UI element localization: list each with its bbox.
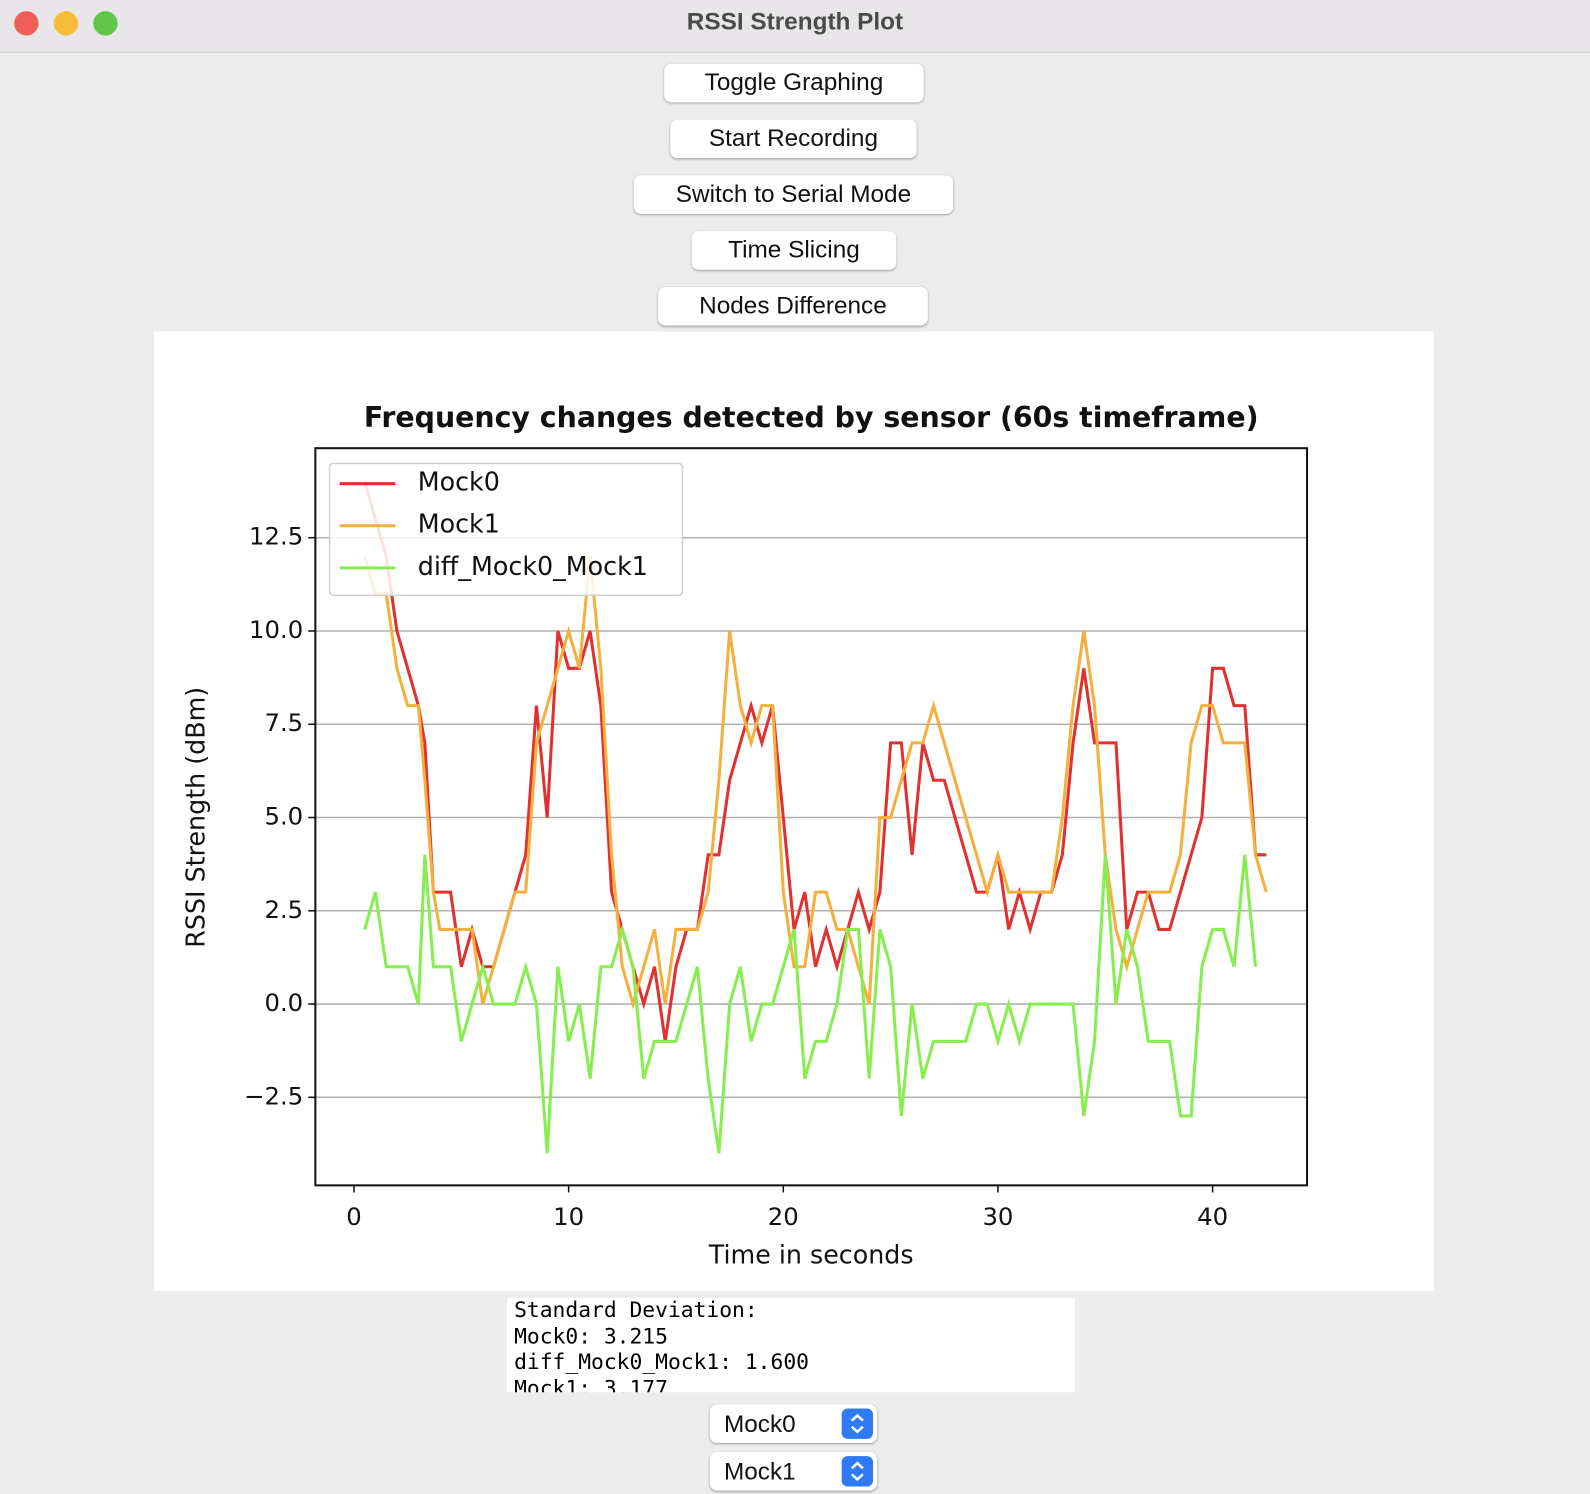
node-select[interactable]: Mock0 xyxy=(709,1404,878,1443)
time-slicing-button[interactable]: Time Slicing xyxy=(691,231,897,270)
x-tick-label: 10 xyxy=(553,1202,584,1231)
series-line xyxy=(363,555,1268,1010)
y-axis-label: RSSI Strength (dBm) xyxy=(181,687,211,948)
select-chevron xyxy=(841,1408,874,1439)
x-axis-label: Time in seconds xyxy=(708,1239,914,1269)
start-recording-button[interactable]: Start Recording xyxy=(670,119,917,159)
legend-box xyxy=(328,462,684,596)
stats-box: Standard Deviation: Mock0: 3.215 diff_Mo… xyxy=(507,1297,1075,1393)
nodes-difference-button[interactable]: Nodes Difference xyxy=(658,286,928,326)
x-tick-label: 40 xyxy=(1197,1202,1228,1231)
x-tick-label: 20 xyxy=(768,1202,799,1231)
stats-line: Standard Deviation: xyxy=(514,1297,758,1323)
y-tick-label: 0.0 xyxy=(264,988,303,1017)
series-line xyxy=(363,854,1258,1154)
serial-mode-button[interactable]: Switch to Serial Mode xyxy=(633,175,954,214)
x-tick-label: 30 xyxy=(982,1202,1013,1231)
y-tick-label: 10.0 xyxy=(249,615,303,644)
legend-label: Mock1 xyxy=(418,509,500,539)
x-tick-label: 0 xyxy=(346,1202,361,1231)
y-tick-label: 12.5 xyxy=(249,522,303,551)
node-select[interactable]: Mock1 xyxy=(709,1452,878,1491)
window-title: RSSI Strength Plot xyxy=(686,8,904,36)
minimize-button[interactable] xyxy=(53,11,79,36)
legend-label: Mock0 xyxy=(418,467,500,497)
y-tick-label: 5.0 xyxy=(264,802,303,831)
stats-line: diff_Mock0_Mock1: 1.600 xyxy=(514,1349,809,1374)
select-chevron xyxy=(841,1456,874,1487)
chart-title: Frequency changes detected by sensor (60… xyxy=(364,401,1259,434)
y-tick-label: −2.5 xyxy=(244,1081,303,1110)
toggle-graphing-button[interactable]: Toggle Graphing xyxy=(664,63,924,103)
title-bar: RSSI Strength Plot xyxy=(0,0,1590,53)
select-value: Mock0 xyxy=(723,1410,796,1438)
chart: Frequency changes detected by sensor (60… xyxy=(154,331,1434,1291)
zoom-button[interactable] xyxy=(93,11,118,36)
legend-label: diff_Mock0_Mock1 xyxy=(418,551,648,581)
plot-frame xyxy=(314,447,1309,1187)
close-button[interactable] xyxy=(14,11,39,36)
y-tick-label: 2.5 xyxy=(264,895,303,924)
select-value: Mock1 xyxy=(723,1458,796,1486)
stats-line: Mock1: 3.177 xyxy=(514,1375,668,1393)
y-tick-label: 7.5 xyxy=(264,708,303,737)
stats-line: Mock0: 3.215 xyxy=(514,1323,668,1349)
